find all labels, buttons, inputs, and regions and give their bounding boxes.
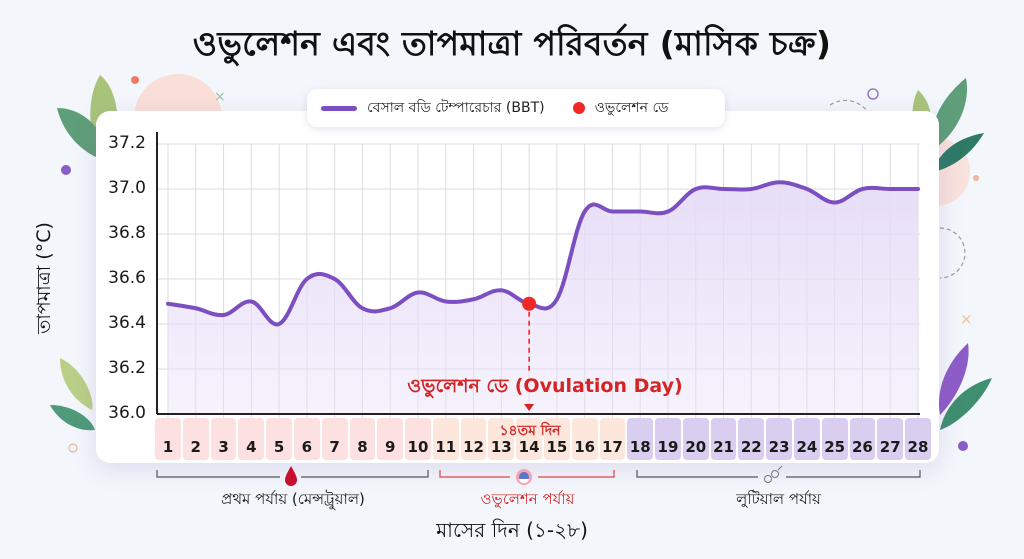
- day-cell: 4: [238, 418, 265, 460]
- day-cell: 1: [155, 418, 181, 460]
- y-tick: 36.4: [108, 313, 146, 333]
- phase-menstrual-label: প্রথম পর্যায় (মেন্সট্রুয়াল): [221, 490, 365, 508]
- day-cell: 2: [182, 418, 209, 460]
- day-cell: 28: [905, 418, 931, 460]
- day-cell: 11: [432, 418, 459, 460]
- y-tick: 36.2: [108, 358, 146, 378]
- y-tick: 36.0: [108, 403, 146, 423]
- y-tick: 36.6: [108, 268, 146, 288]
- day-cell: 9: [377, 418, 404, 460]
- bbt-line: [166, 180, 920, 327]
- day-cell: 23: [766, 418, 792, 460]
- hormone-molecule-icon: [764, 465, 783, 483]
- blood-drop-icon: [285, 466, 297, 486]
- day-cell: 21: [710, 418, 737, 460]
- day-cell: 13: [488, 418, 515, 460]
- x-axis-label: মাসের দিন (১-২৮): [436, 518, 588, 542]
- egg-cell-icon: [516, 469, 532, 485]
- day-cell: 20: [682, 418, 709, 460]
- day-cell: 12: [460, 418, 487, 460]
- leaf-icon: [50, 358, 95, 431]
- y-tick: 37.0: [108, 178, 146, 198]
- ovulation-annotation: ওভুলেশন ডে (Ovulation Day): [407, 375, 683, 397]
- y-tick: 36.8: [108, 223, 146, 243]
- phase-ovulation-label: ওভুলেশন পর্যায়: [480, 490, 575, 508]
- phase-luteal-label: লুটিয়াল পর্যায়: [736, 490, 821, 508]
- legend-ovulation-label: ওভুলেশন ডে: [594, 100, 669, 116]
- day-cell: 26: [849, 418, 876, 460]
- day-cell: 7: [321, 418, 348, 460]
- day-cell: 17: [599, 418, 626, 460]
- day-cell: 8: [349, 418, 376, 460]
- day-cell: 16: [571, 418, 598, 460]
- day-cell: 14: [516, 418, 542, 460]
- day-14-label: ১৪তম দিন: [499, 423, 561, 439]
- ovulation-arrow-icon: [524, 404, 535, 411]
- ovulation-day-marker: [522, 296, 537, 311]
- day-cell: 22: [738, 418, 765, 460]
- ovulation-dot-swatch-icon: [572, 102, 585, 114]
- bbt-area-fill: [168, 182, 918, 414]
- day-cell: 24: [794, 418, 820, 460]
- day-cell: 15: [544, 418, 570, 460]
- y-tick: 37.2: [108, 133, 146, 153]
- day-cell: 5: [266, 418, 292, 460]
- bbt-line-swatch-icon: [321, 105, 357, 111]
- svg-text:×: ×: [960, 310, 973, 328]
- day-cell: 19: [655, 418, 681, 460]
- day-cell: 18: [627, 418, 654, 460]
- svg-text:×: ×: [214, 89, 226, 105]
- chart-title: ওভুলেশন এবং তাপমাত্রা পরিবর্তন (মাসিক চক…: [192, 24, 832, 63]
- legend-bbt-label: বেসাল বডি টেম্পারেচার (BBT): [367, 100, 545, 116]
- day-cell: 3: [210, 418, 237, 460]
- legend: বেসাল বডি টেম্পারেচার (BBT) ওভুলেশন ডে: [307, 89, 725, 127]
- day-cell: 10: [405, 418, 431, 460]
- leaf-icon: [939, 343, 992, 430]
- day-cell: 6: [294, 418, 320, 460]
- day-cell: 27: [877, 418, 904, 460]
- day-cell: 25: [821, 418, 848, 460]
